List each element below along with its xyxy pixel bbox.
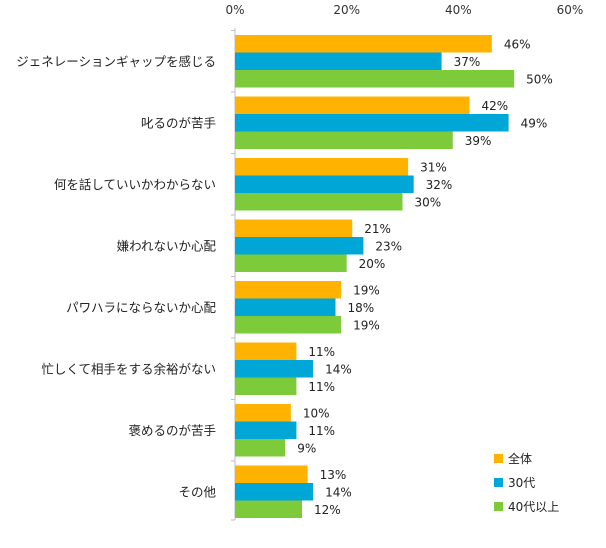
data-label: 11% xyxy=(308,380,335,394)
x-tick-label: 20% xyxy=(333,3,360,17)
x-tick-label: 0% xyxy=(225,3,244,17)
bar xyxy=(235,483,314,501)
legend-label: 40代以上 xyxy=(508,500,559,514)
legend-label: 30代 xyxy=(508,476,535,490)
bar xyxy=(235,298,336,316)
x-tick-label: 40% xyxy=(445,3,472,17)
data-label: 12% xyxy=(314,503,341,517)
bar xyxy=(235,421,297,439)
category-label: 何を話していいかわからない xyxy=(54,177,216,192)
category-label: 忙しくて相手をする余裕がない xyxy=(41,361,216,376)
legend: 全体 30代 40代以上 xyxy=(494,451,559,514)
bar xyxy=(235,342,297,360)
data-label: 14% xyxy=(325,485,352,499)
x-tick-label: 60% xyxy=(557,3,584,17)
data-label: 20% xyxy=(359,257,386,271)
data-label: 11% xyxy=(308,345,335,359)
category-label: ジェネレーションギャップを感じる xyxy=(16,54,216,69)
data-label: 31% xyxy=(420,160,447,174)
bar xyxy=(235,404,291,422)
category-label: その他 xyxy=(178,484,216,499)
data-label: 37% xyxy=(454,55,481,69)
legend-swatch xyxy=(494,502,503,511)
data-label: 10% xyxy=(303,406,330,420)
legend-label: 全体 xyxy=(508,451,532,466)
data-label: 9% xyxy=(297,441,316,455)
bar xyxy=(235,131,453,149)
bar xyxy=(235,254,347,272)
bar-layer xyxy=(235,35,515,518)
bar xyxy=(235,114,509,132)
bar xyxy=(235,465,308,483)
bar xyxy=(235,316,342,334)
data-label: 21% xyxy=(364,222,391,236)
label-layer: ジェネレーションギャップを感じる 46% 37% 50% 叱るのが苦手 42% 49% 39%… xyxy=(16,37,553,517)
data-label: 19% xyxy=(353,318,380,332)
bar xyxy=(235,360,314,378)
data-label: 14% xyxy=(325,362,352,376)
axis-layer: 0% 20% 40% 60% xyxy=(225,3,584,521)
bar xyxy=(235,158,409,176)
bar xyxy=(235,52,442,70)
bar xyxy=(235,175,414,193)
category-label: パワハラにならないか心配 xyxy=(66,300,216,315)
bar xyxy=(235,237,364,255)
bar xyxy=(235,35,492,53)
data-label: 50% xyxy=(526,72,553,86)
data-label: 11% xyxy=(308,424,335,438)
legend-swatch xyxy=(494,478,503,487)
data-label: 46% xyxy=(504,37,531,51)
bar xyxy=(235,500,302,518)
bar xyxy=(235,281,342,299)
data-label: 19% xyxy=(353,283,380,297)
category-label: 叱るのが苦手 xyxy=(141,115,216,130)
data-label: 13% xyxy=(320,468,347,482)
bar xyxy=(235,193,403,211)
data-label: 39% xyxy=(465,134,492,148)
category-label: 嫌われないか心配 xyxy=(117,238,217,253)
bar xyxy=(235,70,515,88)
data-label: 18% xyxy=(348,301,375,315)
data-label: 30% xyxy=(415,195,442,209)
bar xyxy=(235,219,353,237)
category-label: 褒めるのが苦手 xyxy=(128,423,216,438)
data-label: 42% xyxy=(482,99,509,113)
legend-swatch xyxy=(494,454,503,463)
bar xyxy=(235,439,286,457)
bar xyxy=(235,96,470,114)
data-label: 49% xyxy=(521,116,548,130)
data-label: 23% xyxy=(375,239,402,253)
bar xyxy=(235,377,297,395)
data-label: 32% xyxy=(426,178,453,192)
